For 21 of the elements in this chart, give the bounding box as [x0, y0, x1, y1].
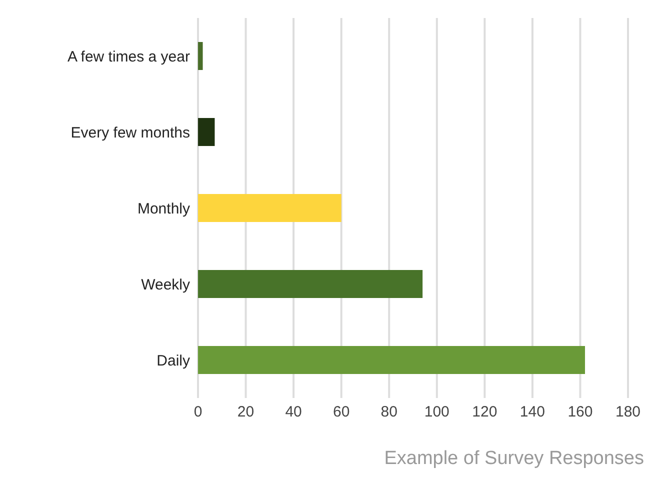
x-tick-label: 120 [472, 404, 498, 421]
y-tick-label: A few times a year [67, 48, 190, 66]
y-tick-label: Daily [156, 352, 190, 370]
y-tick-label: Every few months [70, 124, 190, 142]
x-tick-label: 60 [332, 404, 350, 421]
y-tick-label: Weekly [141, 276, 190, 294]
bar [198, 270, 423, 298]
bar [198, 346, 585, 374]
bar [198, 194, 342, 222]
x-tick-label: 40 [285, 404, 302, 421]
y-tick-label: Monthly [137, 200, 190, 218]
text: Example of Survey Responses [383, 448, 645, 470]
x-tick-label: 100 [424, 404, 450, 421]
bar [198, 42, 203, 70]
x-tick-label: 80 [380, 404, 398, 421]
x-tick-label: 160 [568, 404, 593, 421]
x-tick-label: 0 [194, 404, 202, 421]
x-tick-label: 20 [237, 404, 254, 421]
x-tick-label: 180 [615, 404, 641, 421]
bar [198, 118, 215, 146]
x-tick-label: 140 [520, 404, 545, 421]
